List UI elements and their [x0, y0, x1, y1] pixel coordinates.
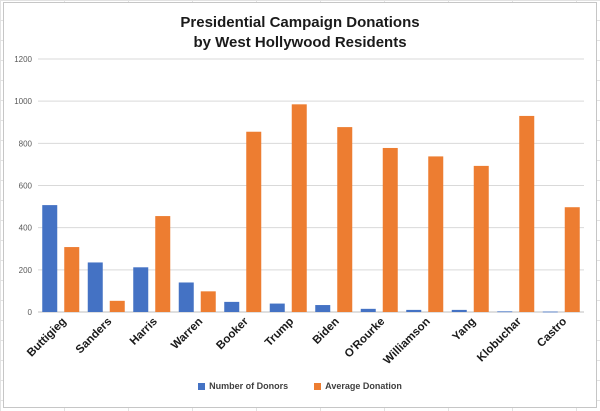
legend-swatch-donors	[198, 382, 206, 390]
chart-title: Presidential Campaign Donations by West …	[4, 13, 596, 53]
bar-number-of-donors[interactable]	[133, 267, 149, 312]
category-label: Trump	[263, 316, 296, 349]
bar-number-of-donors[interactable]	[315, 305, 331, 312]
category-label: Yang	[450, 316, 478, 344]
bar-number-of-donors[interactable]	[42, 205, 58, 312]
y-tick-label: 1200	[14, 55, 32, 64]
chart-title-line-1: Presidential Campaign Donations	[180, 14, 420, 31]
legend-swatch-average	[314, 382, 322, 390]
y-tick-label: 600	[19, 182, 33, 191]
category-label: Castro	[535, 316, 569, 350]
y-tick-label: 200	[19, 266, 33, 275]
bar-number-of-donors[interactable]	[269, 303, 285, 312]
bar-number-of-donors[interactable]	[178, 282, 194, 312]
category-label: Harris	[128, 316, 160, 348]
legend-label-donors: Number of Donors	[209, 381, 289, 391]
chart-title-line-2: by West Hollywood Residents	[193, 34, 407, 51]
category-label: Sanders	[74, 316, 115, 357]
legend-label-average: Average Donation	[325, 381, 402, 391]
bar-number-of-donors[interactable]	[87, 262, 103, 312]
bar-average-donation[interactable]	[200, 291, 216, 312]
bar-average-donation[interactable]	[109, 300, 125, 312]
bar-average-donation[interactable]	[64, 247, 80, 312]
bar-number-of-donors[interactable]	[360, 308, 376, 312]
bar-average-donation[interactable]	[564, 207, 580, 312]
bar-number-of-donors[interactable]	[497, 311, 513, 313]
category-label: O'Rourke	[343, 316, 388, 361]
y-tick-label: 1000	[14, 97, 32, 106]
category-label: Warren	[169, 316, 205, 352]
bar-average-donation[interactable]	[428, 156, 444, 312]
bar-average-donation[interactable]	[519, 115, 535, 312]
category-label: Biden	[311, 316, 342, 347]
bar-number-of-donors[interactable]	[224, 301, 240, 312]
legend: Number of Donors Average Donation	[4, 381, 596, 391]
legend-item-donors: Number of Donors	[198, 381, 288, 391]
y-tick-label: 400	[19, 224, 33, 233]
bar-number-of-donors[interactable]	[406, 309, 422, 312]
bar-average-donation[interactable]	[337, 127, 353, 312]
bar-average-donation[interactable]	[382, 147, 398, 312]
bar-average-donation[interactable]	[155, 216, 171, 312]
category-label: Buttigieg	[25, 316, 69, 360]
bar-number-of-donors[interactable]	[451, 309, 467, 312]
category-label: Williamson	[382, 316, 433, 367]
chart-area[interactable]: Presidential Campaign Donations by West …	[3, 2, 597, 408]
plot-area: 0 200 400 600 800 1000 1200 Buttigieg Sanders Ha…	[14, 55, 584, 367]
y-tick-label: 0	[28, 308, 33, 317]
category-label: Klobuchar	[475, 315, 524, 364]
bar-average-donation[interactable]	[291, 104, 307, 313]
bar-average-donation[interactable]	[246, 131, 262, 312]
y-tick-label: 800	[19, 139, 33, 148]
category-label: Booker	[214, 315, 251, 352]
bar-average-donation[interactable]	[473, 165, 489, 312]
legend-item-average: Average Donation	[314, 381, 402, 391]
bar-number-of-donors[interactable]	[542, 311, 558, 313]
